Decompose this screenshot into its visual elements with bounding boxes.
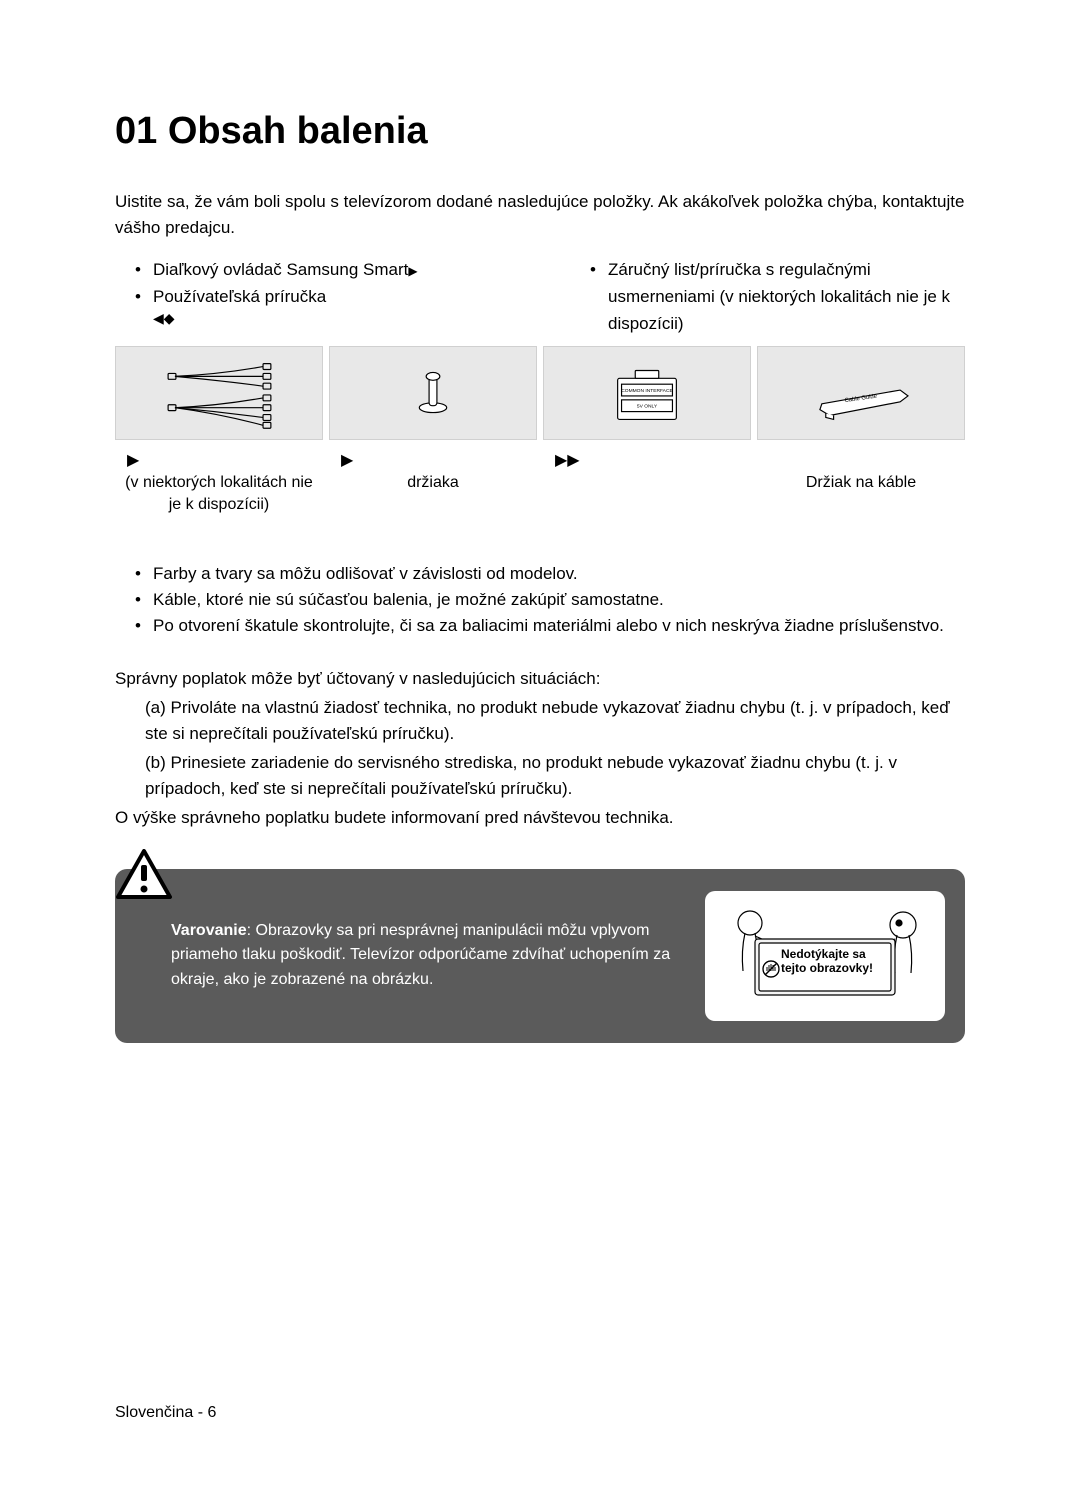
image-cables <box>115 346 323 440</box>
list-item: Diaľkový ovládač Samsung Smart▶ <box>135 256 510 283</box>
list-item: Používateľská príručka <box>135 283 510 310</box>
warning-text: Varovanie: Obrazovky sa pri nesprávnej m… <box>171 919 689 993</box>
fee-out: O výške správneho poplatku budete inform… <box>115 805 965 831</box>
list-item: Po otvorení škatule skontrolujte, či sa … <box>135 613 965 639</box>
image-ci-adapter: COMMON INTERFACE 5V ONLY <box>543 346 751 440</box>
intro-paragraph: Uistite sa, že vám boli spolu s televízo… <box>115 189 965 240</box>
page-footer: Slovenčina - 6 <box>115 1404 216 1422</box>
warning-icon <box>115 849 173 901</box>
items-columns: Diaľkový ovládač Samsung Smart▶ Používat… <box>115 256 965 338</box>
list-item: Farby a tvary sa môžu odlišovať v závisl… <box>135 561 965 587</box>
image-stand <box>329 346 537 440</box>
fee-intro: Správny poplatok môže byť účtovaný v nas… <box>115 666 965 692</box>
caption-2: ▶ držiaka <box>329 450 537 517</box>
list-item: Káble, ktoré nie sú súčasťou balenia, je… <box>135 587 965 613</box>
fee-block: Správny poplatok môže byť účtovaný v nas… <box>115 666 965 831</box>
notes-list: Farby a tvary sa môžu odlišovať v závisl… <box>115 561 965 640</box>
caption-1: ▶ (v niektorých lokalitách nie je k disp… <box>115 450 323 517</box>
touch-label: Nedotýkajte sa tejto obrazovky! <box>781 947 873 976</box>
caption-4: Držiak na káble <box>757 450 965 517</box>
ci-label-bot: 5V ONLY <box>637 403 658 409</box>
image-cable-guide: Cable Guide <box>757 346 965 440</box>
warning-illustration: Nedotýkajte sa tejto obrazovky! <box>705 891 945 1021</box>
fee-b: (b) Prinesiete zariadenie do servisného … <box>115 750 965 801</box>
page-title: 01 Obsah balenia <box>115 110 965 153</box>
ci-label-top: COMMON INTERFACE <box>621 388 673 394</box>
fee-a: (a) Privoláte na vlastnú žiadosť technik… <box>115 695 965 746</box>
image-row: COMMON INTERFACE 5V ONLY Cable Guide <box>115 346 965 440</box>
list-item: Záručný list/príručka s regulačnými usme… <box>590 256 965 338</box>
caption-3: ▶▶ <box>543 450 751 517</box>
arrows-line: ◀◆ <box>115 310 510 327</box>
warning-box: Varovanie: Obrazovky sa pri nesprávnej m… <box>115 869 965 1043</box>
caption-row: ▶ (v niektorých lokalitách nie je k disp… <box>115 450 965 517</box>
